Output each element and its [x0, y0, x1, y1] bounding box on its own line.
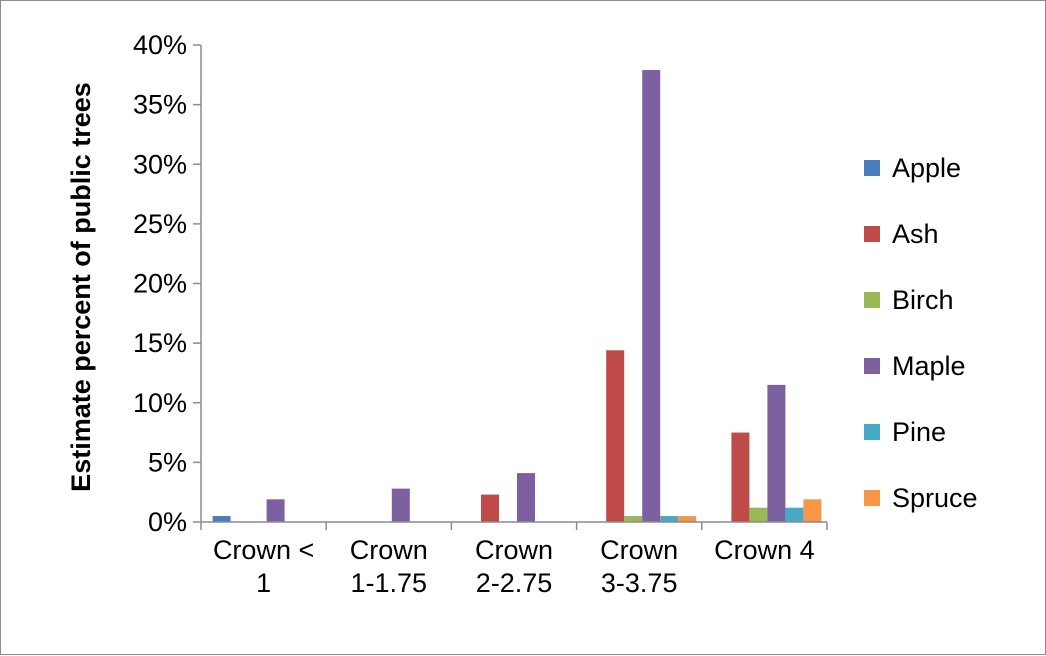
- bar-apple: [212, 516, 231, 522]
- x-category-label: Crown 2-2.75: [475, 535, 553, 598]
- y-tick-label: 20%: [133, 269, 187, 299]
- y-tick-label: 40%: [133, 30, 187, 60]
- bar-spruce: [803, 499, 822, 522]
- y-tick-label: 35%: [133, 90, 187, 120]
- bar-ash: [481, 494, 499, 522]
- bar-ash: [606, 350, 625, 522]
- x-category-label: Crown 3-3.75: [600, 535, 678, 598]
- legend-swatch-apple: [864, 160, 880, 176]
- bar-ash: [731, 432, 750, 522]
- legend-label-pine: Pine: [892, 417, 946, 447]
- bar-birch: [624, 516, 643, 522]
- y-axis-title-group: Estimate percent of public trees: [66, 82, 96, 492]
- bar-maple: [266, 499, 285, 522]
- legend-label-maple: Maple: [892, 351, 966, 381]
- legend-label-spruce: Spruce: [892, 483, 978, 513]
- bar-maple: [642, 70, 661, 522]
- bar-pine: [785, 507, 804, 522]
- bar-maple: [391, 488, 410, 522]
- bar-maple: [517, 473, 535, 522]
- legend-swatch-birch: [864, 292, 880, 308]
- y-tick-label: 5%: [148, 447, 187, 477]
- x-axis-ticks: Crown <1 Crown 1-1.75 Crown 2-2.75 Crown 3-3.7…: [200, 522, 828, 598]
- legend: Apple Ash Birch Maple Pine Spruce: [864, 153, 978, 513]
- y-axis-ticks: 0% 5% 10% 15% 20% 25% 30% 35% 40%: [133, 30, 201, 537]
- y-tick-label: 25%: [133, 209, 187, 239]
- y-axis-title: Estimate percent of public trees: [66, 82, 96, 492]
- legend-swatch-ash: [864, 226, 880, 242]
- bar-birch: [749, 507, 768, 522]
- legend-swatch-pine: [864, 424, 880, 440]
- legend-label-birch: Birch: [892, 285, 954, 315]
- bar-spruce: [678, 516, 697, 522]
- y-tick-label: 10%: [133, 388, 187, 418]
- bars: [212, 70, 822, 522]
- x-category-label: Crown 1-1.75: [350, 535, 428, 598]
- bar-maple: [767, 384, 786, 522]
- y-tick-label: 0%: [148, 507, 187, 537]
- legend-swatch-maple: [864, 358, 880, 374]
- legend-label-ash: Ash: [892, 219, 939, 249]
- x-category-label: Crown 4: [714, 535, 815, 565]
- y-tick-label: 30%: [133, 149, 187, 179]
- legend-label-apple: Apple: [892, 153, 961, 183]
- legend-swatch-spruce: [864, 490, 880, 506]
- axes: [200, 45, 827, 523]
- bar-pine: [660, 516, 679, 522]
- y-tick-label: 15%: [133, 328, 187, 358]
- x-category-label: Crown <1: [213, 535, 314, 598]
